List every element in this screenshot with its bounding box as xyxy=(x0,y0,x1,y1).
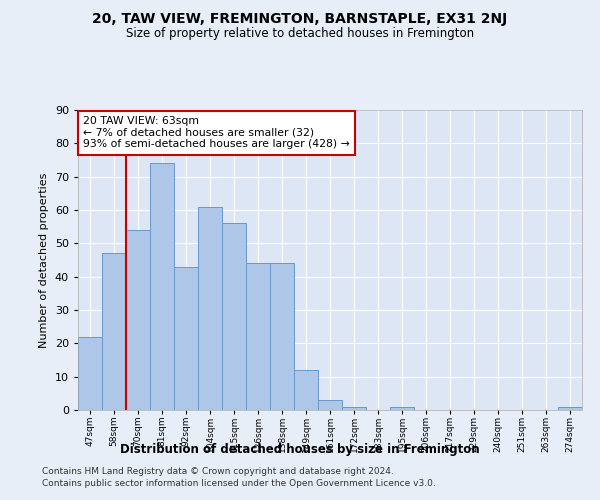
Bar xyxy=(126,230,150,410)
Text: Distribution of detached houses by size in Fremington: Distribution of detached houses by size … xyxy=(120,442,480,456)
Bar xyxy=(318,400,342,410)
Bar xyxy=(174,266,198,410)
Y-axis label: Number of detached properties: Number of detached properties xyxy=(39,172,49,348)
Bar xyxy=(150,164,174,410)
Text: 20, TAW VIEW, FREMINGTON, BARNSTAPLE, EX31 2NJ: 20, TAW VIEW, FREMINGTON, BARNSTAPLE, EX… xyxy=(92,12,508,26)
Bar xyxy=(342,406,366,410)
Bar xyxy=(102,254,126,410)
Bar xyxy=(270,264,294,410)
Bar xyxy=(246,264,270,410)
Text: 20 TAW VIEW: 63sqm
← 7% of detached houses are smaller (32)
93% of semi-detached: 20 TAW VIEW: 63sqm ← 7% of detached hous… xyxy=(83,116,350,149)
Text: Size of property relative to detached houses in Fremington: Size of property relative to detached ho… xyxy=(126,28,474,40)
Text: Contains HM Land Registry data © Crown copyright and database right 2024.: Contains HM Land Registry data © Crown c… xyxy=(42,468,394,476)
Bar xyxy=(198,206,222,410)
Bar xyxy=(294,370,318,410)
Text: Contains public sector information licensed under the Open Government Licence v3: Contains public sector information licen… xyxy=(42,479,436,488)
Bar xyxy=(222,224,246,410)
Bar xyxy=(78,336,102,410)
Bar xyxy=(558,406,582,410)
Bar xyxy=(390,406,414,410)
